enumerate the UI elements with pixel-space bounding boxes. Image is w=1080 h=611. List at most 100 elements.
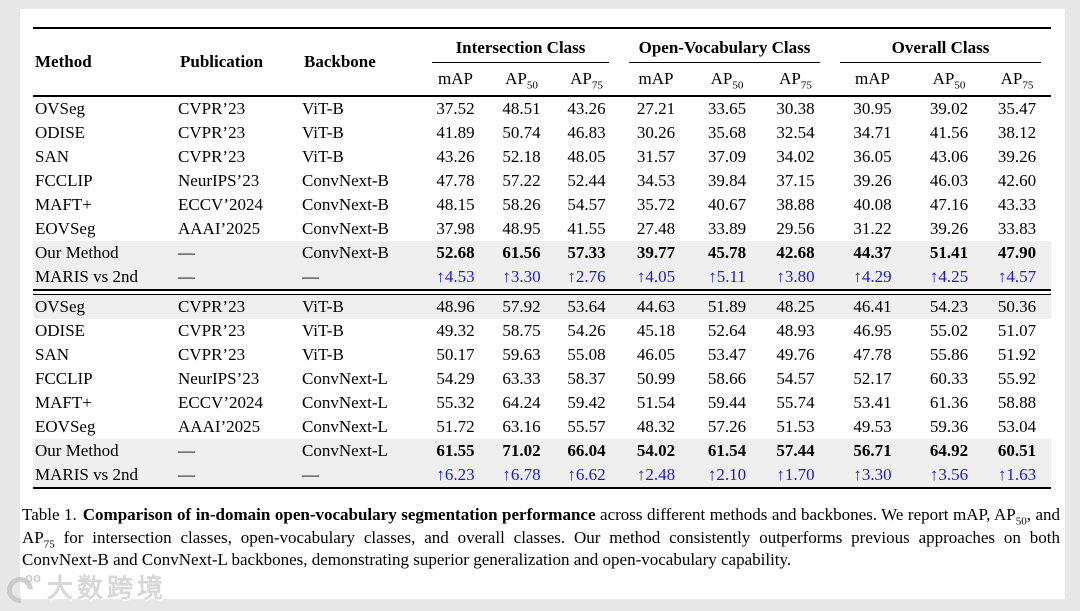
group-label: Open-Vocabulary Class (629, 38, 820, 63)
method-cell: ODISE (35, 321, 86, 340)
value-cell: 52.68 (436, 243, 475, 262)
col-header-publication: Publication (178, 28, 302, 97)
backbone-cell: ViT-B (302, 345, 344, 364)
value-cell: 51.41 (929, 243, 969, 262)
value-cell: 54.29 (436, 369, 475, 388)
metric-header-ap50: AP50 (489, 63, 554, 97)
value-cell: 29.56 (776, 219, 815, 238)
value-cell: 48.15 (436, 195, 475, 214)
value-cell: ↑2.76 (567, 267, 606, 286)
value-cell: 55.74 (776, 393, 815, 412)
value-cell: 39.26 (853, 171, 892, 190)
method-cell: Our Method (35, 441, 119, 460)
value-cell: 54.02 (636, 441, 676, 460)
value-cell: 41.55 (567, 219, 606, 238)
value-cell: ↑4.25 (929, 267, 969, 286)
value-cell: 46.03 (929, 171, 969, 190)
table-row: ODISE CVPR’23 ViT-B 49.32 58.75 54.26 45.18 52.… (33, 319, 1051, 343)
publication-cell: AAAI’2025 (178, 219, 261, 238)
value-cell: 60.51 (997, 441, 1037, 460)
value-cell: 58.75 (502, 321, 541, 340)
value-cell: 42.68 (776, 243, 815, 262)
value-cell: 54.57 (776, 369, 815, 388)
publication-cell: CVPR’23 (178, 297, 246, 316)
value-cell: 43.26 (436, 147, 475, 166)
value-cell: 52.44 (567, 171, 606, 190)
value-cell: 55.02 (929, 321, 969, 340)
value-cell: 55.08 (567, 345, 606, 364)
publication-cell: AAAI’2025 (178, 417, 261, 436)
publication-cell: CVPR’23 (178, 321, 246, 340)
table-block-convnext-l: OVSeg CVPR’23 ViT-B 48.96 57.92 53.64 44.63 51.… (33, 294, 1051, 488)
value-cell: 27.48 (636, 219, 676, 238)
backbone-cell: ConvNext-L (302, 441, 388, 460)
value-cell: 48.96 (436, 297, 475, 316)
value-cell: 34.53 (636, 171, 676, 190)
value-cell: 46.41 (853, 297, 892, 316)
method-cell: MAFT+ (35, 393, 92, 412)
value-cell: 48.05 (567, 147, 606, 166)
value-cell: 46.95 (853, 321, 892, 340)
value-cell: 54.23 (929, 297, 969, 316)
value-cell: 57.22 (502, 171, 541, 190)
value-cell: 53.64 (567, 297, 606, 316)
value-cell: 49.32 (436, 321, 475, 340)
value-cell: 61.56 (502, 243, 541, 262)
method-cell: FCCLIP (35, 369, 93, 388)
caption-text: , and AP (22, 505, 1061, 547)
publication-cell: — (178, 243, 195, 262)
backbone-cell: ConvNext-B (302, 219, 389, 238)
value-cell: 39.02 (929, 99, 969, 118)
value-cell: 33.89 (707, 219, 747, 238)
value-cell: ↑1.70 (776, 465, 815, 484)
value-cell: 35.47 (997, 99, 1037, 118)
value-cell: 47.90 (997, 243, 1037, 262)
method-cell: MARIS vs 2nd (35, 465, 138, 484)
table-row: MAFT+ ECCV’2024 ConvNext-B 48.15 58.26 54.57 3… (33, 193, 1051, 217)
value-cell: 54.57 (567, 195, 606, 214)
value-cell: 59.36 (929, 417, 969, 436)
value-cell: 44.37 (853, 243, 892, 262)
caption-sub-75: 75 (43, 537, 55, 550)
method-cell: SAN (35, 345, 70, 364)
value-cell: ↑5.11 (708, 267, 746, 286)
value-cell: 61.54 (707, 441, 747, 460)
value-cell: 57.92 (502, 297, 541, 316)
metric-header-row: mAP AP50 AP75 mAP AP50 AP75 mAP AP50 AP75 (33, 63, 1051, 97)
table-row: EOVSeg AAAI’2025 ConvNext-B 37.98 48.95 41.55… (33, 217, 1051, 241)
table-row: OVSeg CVPR’23 ViT-B 48.96 57.92 53.64 44.63 51.… (33, 294, 1051, 319)
value-cell: 49.76 (776, 345, 815, 364)
backbone-cell: ViT-B (302, 99, 344, 118)
backbone-cell: ViT-B (302, 147, 344, 166)
value-cell: 39.77 (636, 243, 676, 262)
value-cell: 60.33 (929, 369, 969, 388)
value-cell: 47.16 (929, 195, 969, 214)
value-cell: 34.71 (853, 123, 892, 142)
value-cell: 39.26 (997, 147, 1037, 166)
paper-page: Method Publication Backbone Intersection… (20, 9, 1065, 599)
value-cell: 55.92 (997, 369, 1037, 388)
metric-header-ap50: AP50 (693, 63, 761, 97)
caption-sub-50: 50 (1015, 515, 1027, 528)
metric-header-map: mAP (830, 63, 915, 97)
publication-cell: ECCV’2024 (178, 393, 263, 412)
value-cell: 32.54 (776, 123, 815, 142)
value-cell: 37.09 (707, 147, 747, 166)
value-cell: 35.68 (707, 123, 747, 142)
value-cell: ↑3.56 (929, 465, 969, 484)
value-cell: ↑3.30 (853, 465, 892, 484)
publication-cell: — (178, 267, 195, 286)
method-cell: EOVSeg (35, 219, 96, 238)
method-cell: SAN (35, 147, 70, 166)
value-cell: ↑2.48 (636, 465, 676, 484)
value-cell: 37.98 (436, 219, 475, 238)
value-cell: 42.60 (997, 171, 1037, 190)
value-cell: 59.42 (567, 393, 606, 412)
value-cell: 53.47 (707, 345, 747, 364)
value-cell: 66.04 (567, 441, 606, 460)
col-header-backbone: Backbone (302, 28, 422, 97)
value-cell: 55.86 (929, 345, 969, 364)
publication-cell: NeurIPS’23 (178, 171, 260, 190)
value-cell: 63.16 (502, 417, 541, 436)
metric-header-ap75: AP75 (761, 63, 830, 97)
